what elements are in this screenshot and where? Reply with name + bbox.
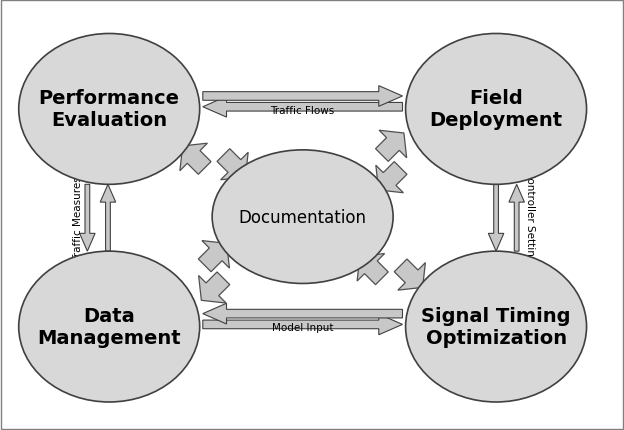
Text: Data
Management: Data Management — [37, 306, 181, 347]
Ellipse shape — [406, 34, 587, 185]
Text: Signal Timing
Optimization: Signal Timing Optimization — [421, 306, 571, 347]
Polygon shape — [203, 86, 402, 107]
Polygon shape — [203, 304, 402, 324]
Polygon shape — [100, 185, 115, 252]
Polygon shape — [217, 149, 248, 180]
Text: Model Input: Model Input — [272, 322, 333, 333]
Text: Documentation: Documentation — [238, 208, 367, 226]
Polygon shape — [80, 185, 95, 252]
Ellipse shape — [19, 252, 200, 402]
Polygon shape — [376, 162, 407, 193]
Polygon shape — [489, 185, 504, 252]
Text: Traffic Measures: Traffic Measures — [74, 176, 84, 261]
Ellipse shape — [19, 34, 200, 185]
Polygon shape — [203, 314, 402, 335]
Polygon shape — [198, 241, 230, 272]
Text: Performance
Evaluation: Performance Evaluation — [39, 89, 180, 130]
Text: Traffic Flows: Traffic Flows — [271, 105, 334, 116]
Polygon shape — [376, 131, 407, 162]
Polygon shape — [180, 144, 211, 175]
Text: Field
Deployment: Field Deployment — [429, 89, 563, 130]
Polygon shape — [357, 254, 388, 285]
Polygon shape — [394, 259, 426, 290]
Polygon shape — [509, 185, 524, 252]
Polygon shape — [198, 272, 230, 303]
Polygon shape — [203, 97, 402, 118]
Text: Controller Settings: Controller Settings — [525, 169, 535, 267]
Ellipse shape — [406, 252, 587, 402]
Ellipse shape — [212, 150, 393, 284]
